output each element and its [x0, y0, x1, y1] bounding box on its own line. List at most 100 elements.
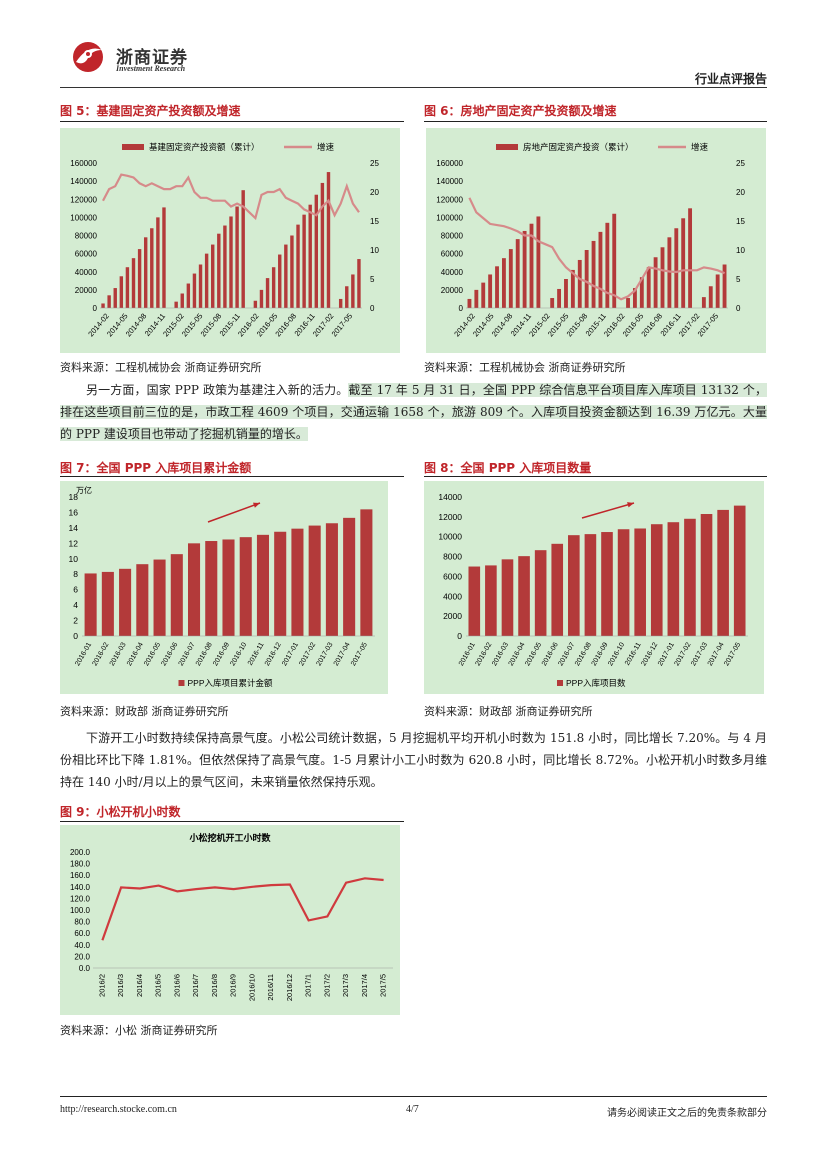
fig5-bar [137, 249, 142, 308]
fig5-y2tick: 0 [370, 304, 375, 313]
fig7-bar [256, 534, 270, 636]
fig5-bar [119, 276, 124, 308]
fig8-ytick: 8000 [443, 552, 462, 562]
fig8-bar [733, 505, 746, 636]
fig6-bar [515, 239, 520, 308]
fig5-bar [113, 288, 117, 308]
fig7-ytick: 8 [73, 569, 78, 579]
fig6-bar [639, 277, 644, 308]
fig7-legend: PPP入库项目累计金额 [188, 678, 274, 688]
fig8-ytick: 6000 [443, 571, 462, 581]
fig6-bar [660, 247, 665, 308]
fig9-ytick: 80.0 [74, 918, 90, 927]
fig7-xtick: 2017-02 [298, 641, 317, 667]
fig8-ytick: 4000 [443, 591, 462, 601]
fig7-chart: 万亿0246810121416182016-012016-022016-0320… [60, 481, 388, 694]
fig8-bar [650, 524, 663, 636]
fig8-xtick: 2017-05 [723, 641, 742, 667]
fig7-xtick: 2016-02 [92, 641, 111, 667]
fig5-bar [241, 190, 245, 308]
fig6-ytick: 40000 [441, 268, 464, 277]
fig7-ytick: 14 [69, 523, 79, 533]
fig6-bar [667, 237, 672, 308]
fig9-chart-title: 小松挖机开工小时数 [188, 832, 271, 843]
fig5-bar [156, 217, 160, 308]
fig5-bar [217, 233, 221, 308]
fig7-xtick: 2016-01 [74, 641, 93, 667]
fig9-xtick: 2016/10 [247, 974, 256, 1001]
fig8-ytick: 12000 [438, 512, 462, 522]
fig9-ytick: 100.0 [70, 906, 91, 915]
fig6-bar [688, 208, 693, 308]
fig5-bar [223, 225, 227, 308]
fig7-unit: 万亿 [76, 485, 92, 495]
fig5-ytick: 140000 [70, 177, 97, 186]
footer-url[interactable]: http://research.stocke.com.cn [60, 1104, 177, 1115]
fig6-ytick: 120000 [436, 195, 463, 204]
fig6-rule [424, 121, 767, 122]
fig6-bar [481, 282, 486, 308]
fig5-bar [204, 253, 209, 308]
fig6-bar [584, 250, 589, 308]
logo-icon [73, 42, 103, 72]
brand-name: 浙商证券 [116, 48, 188, 68]
fig8-bar [501, 559, 514, 636]
fig5-growth-line [102, 173, 360, 221]
fig8-trend-arrow [581, 502, 635, 519]
fig6-bar [557, 288, 562, 308]
fig7-bar [153, 559, 166, 636]
fig6-legend-line: 增速 [691, 142, 709, 152]
fig9-rule [60, 821, 404, 822]
fig5-bar [107, 295, 111, 308]
fig7-xtick: 2016-12 [264, 641, 283, 667]
fig6-bar [653, 257, 658, 308]
fig5-legend-bar: 基建固定资产投资额（累计） [149, 142, 260, 152]
fig9-ytick: 180.0 [70, 860, 91, 869]
fig5-y2tick: 15 [370, 217, 379, 226]
fig6-y2tick: 5 [736, 275, 741, 284]
fig9-ytick: 140.0 [70, 883, 91, 892]
fig5-bar [338, 298, 343, 308]
footer-disclaimer: 请务必阅读正文之后的免责条款部分 [607, 1108, 767, 1119]
fig5-bar [229, 216, 233, 308]
fig7-bar [343, 517, 356, 636]
fig5-bar [296, 224, 300, 308]
fig5-bar [131, 258, 136, 308]
fig6-bar [722, 264, 727, 308]
fig8-legend-swatch [557, 680, 563, 686]
fig6-y2tick: 25 [736, 159, 745, 168]
paragraph-ppp-lead: 另一方面，国家 PPP 政策为基建注入新的活力。 [86, 383, 349, 397]
fig6-bar [467, 298, 472, 308]
fig9-ytick: 120.0 [70, 894, 91, 903]
paragraph-komatsu: 下游开工小时数持续保持高景气度。小松公司统计数据，5 月挖掘机平均开机小时数为 … [60, 731, 767, 789]
fig9-xtick: 2016/11 [266, 974, 275, 1001]
fig7-ytick: 12 [69, 538, 79, 548]
fig7-bar [239, 537, 252, 636]
fig9-xtick: 2016/4 [135, 974, 144, 997]
fig5-bar [186, 283, 191, 308]
fig9-xtick: 2016/5 [154, 974, 163, 997]
fig6-bar [550, 298, 555, 308]
fig9-ytick: 160.0 [70, 871, 91, 880]
fig9-xtick: 2017/3 [341, 974, 350, 997]
fig8-ytick: 14000 [438, 492, 462, 502]
fig7-bar [205, 541, 218, 636]
fig5-ytick: 100000 [70, 213, 97, 222]
fig7-bar [84, 573, 97, 636]
fig7-ytick: 4 [73, 600, 78, 610]
fig8-bar [551, 543, 564, 636]
fig5-bar [143, 237, 148, 308]
fig5-bar [265, 278, 270, 308]
fig7-ytick: 0 [73, 631, 78, 641]
fig6-bar [508, 249, 513, 308]
header-rule [60, 87, 767, 88]
fig7-bar [274, 531, 287, 636]
fig7-bar [119, 568, 132, 636]
fig7-xtick: 2016-11 [247, 641, 266, 666]
fig7-rule [60, 476, 404, 477]
fig9-xtick: 2017/4 [360, 974, 369, 997]
fig8-bar [568, 535, 580, 636]
fig6-bar [577, 259, 582, 308]
fig5-bar [357, 259, 361, 308]
fig6-bar [570, 269, 575, 308]
